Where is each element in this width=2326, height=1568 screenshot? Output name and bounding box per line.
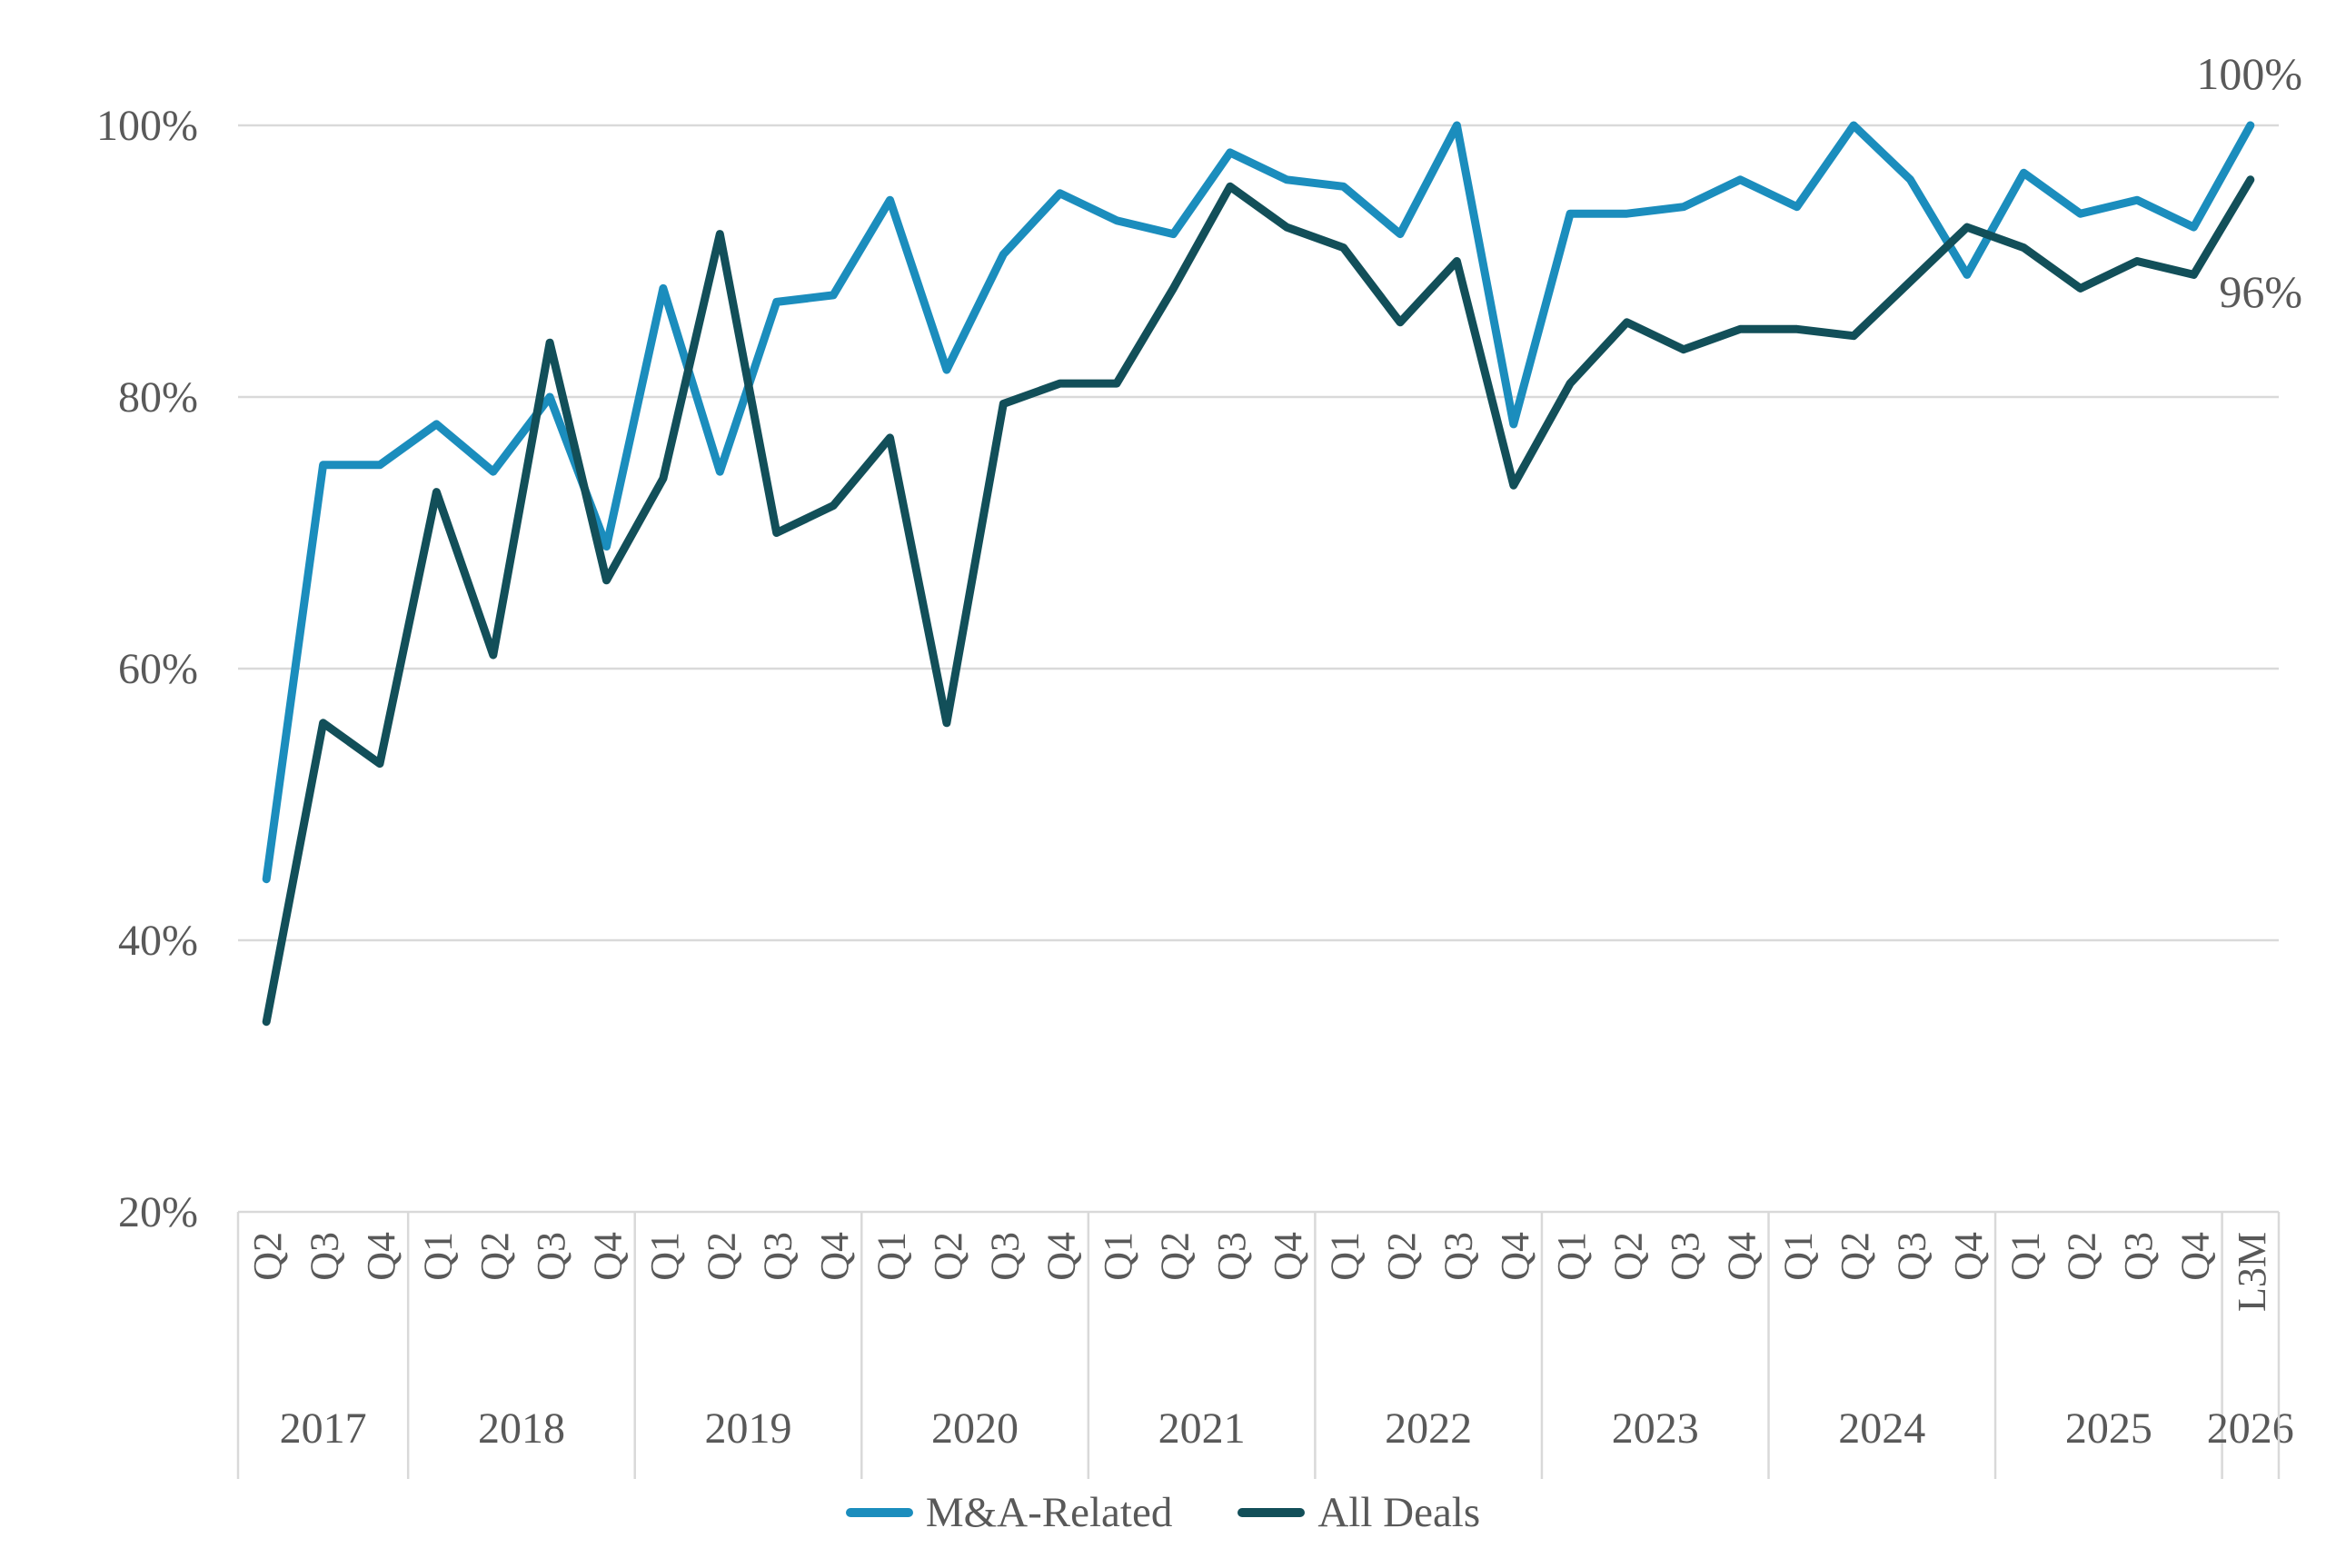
x-axis-quarter-label: Q3 <box>1889 1232 1933 1281</box>
x-axis-quarter-label: L3M <box>2230 1232 2274 1312</box>
x-axis-quarter-label: Q1 <box>869 1232 913 1281</box>
x-axis-quarter-label: Q2 <box>1152 1232 1197 1281</box>
x-axis-quarter-label: Q2 <box>1379 1232 1424 1281</box>
x-axis-quarter-label: Q4 <box>1946 1232 1991 1281</box>
legend-line-swatch-icon <box>1238 1508 1306 1517</box>
x-axis-quarter-label: Q2 <box>1833 1232 1877 1281</box>
x-axis-quarter-label: Q3 <box>1436 1232 1480 1281</box>
x-axis-quarter-label: Q4 <box>359 1232 403 1281</box>
y-axis-tick-label: 80% <box>118 373 198 422</box>
legend-item: M&A-Related <box>845 1488 1173 1537</box>
x-axis-quarter-label: Q2 <box>245 1232 290 1281</box>
x-axis-quarter-label: Q3 <box>303 1232 347 1281</box>
y-axis-tick-label: 100% <box>96 102 198 150</box>
x-axis-year-label: 2020 <box>931 1404 1019 1453</box>
series-line-m-a-related <box>262 121 2255 884</box>
x-axis-quarter-label: Q4 <box>1266 1232 1310 1281</box>
x-axis-quarter-label: Q2 <box>2060 1232 2104 1281</box>
legend-item: All Deals <box>1238 1488 1480 1537</box>
x-axis-quarter-label: Q1 <box>415 1232 460 1281</box>
series-line-all-deals <box>262 175 2255 1027</box>
x-axis-quarter-label: Q3 <box>982 1232 1027 1281</box>
legend-label: All Deals <box>1317 1489 1481 1536</box>
y-axis-tick-label: 20% <box>118 1188 198 1236</box>
x-axis-year-label: 2021 <box>1158 1404 1246 1453</box>
x-axis-year-label: 2022 <box>1385 1404 1472 1453</box>
y-axis-tick-label: 60% <box>118 645 198 693</box>
x-axis-quarter-label: Q4 <box>1719 1232 1764 1281</box>
x-axis-quarter-label: Q3 <box>756 1232 800 1281</box>
x-axis-quarter-label: Q1 <box>1549 1232 1594 1281</box>
legend-label: M&A-Related <box>925 1489 1173 1536</box>
x-axis-quarter-label: Q4 <box>1493 1232 1537 1281</box>
x-axis-year-label: 2018 <box>478 1404 565 1453</box>
series-end-value-label: 96% <box>2219 266 2302 317</box>
x-axis-quarter-label: Q3 <box>2116 1232 2161 1281</box>
x-axis-quarter-label: Q1 <box>1323 1232 1367 1281</box>
x-axis-year-label: 2017 <box>280 1404 367 1453</box>
x-axis-quarter-label: Q4 <box>1039 1232 1084 1281</box>
x-axis-quarter-label: Q1 <box>642 1232 687 1281</box>
x-axis-year-label: 2025 <box>2065 1404 2152 1453</box>
x-axis-year-label: 2023 <box>1612 1404 1699 1453</box>
x-axis-year-label: 2026 <box>2207 1404 2294 1453</box>
chart-legend: M&A-Related All Deals <box>0 1488 2326 1537</box>
x-axis-year-label: 2024 <box>1838 1404 1925 1453</box>
legend-line-swatch-icon <box>845 1508 913 1517</box>
x-axis-quarter-label: Q1 <box>1776 1232 1821 1281</box>
series-end-value-label: 100% <box>2196 48 2302 99</box>
x-axis-quarter-label: Q3 <box>1663 1232 1707 1281</box>
x-axis-quarter-label: Q2 <box>1606 1232 1651 1281</box>
x-axis-quarter-label: Q2 <box>699 1232 743 1281</box>
x-axis-year-label: 2019 <box>705 1404 792 1453</box>
y-axis-tick-label: 40% <box>118 917 198 965</box>
x-axis-quarter-label: Q3 <box>1209 1232 1254 1281</box>
x-axis-quarter-label: Q2 <box>926 1232 970 1281</box>
x-axis-quarter-label: Q1 <box>2003 1232 2047 1281</box>
x-axis-quarter-label: Q2 <box>472 1232 517 1281</box>
x-axis-quarter-label: Q1 <box>1096 1232 1140 1281</box>
x-axis-quarter-label: Q3 <box>529 1232 573 1281</box>
x-axis-quarter-label: Q4 <box>586 1232 631 1281</box>
x-axis-quarter-label: Q4 <box>2172 1232 2217 1281</box>
x-axis-quarter-label: Q4 <box>812 1232 857 1281</box>
